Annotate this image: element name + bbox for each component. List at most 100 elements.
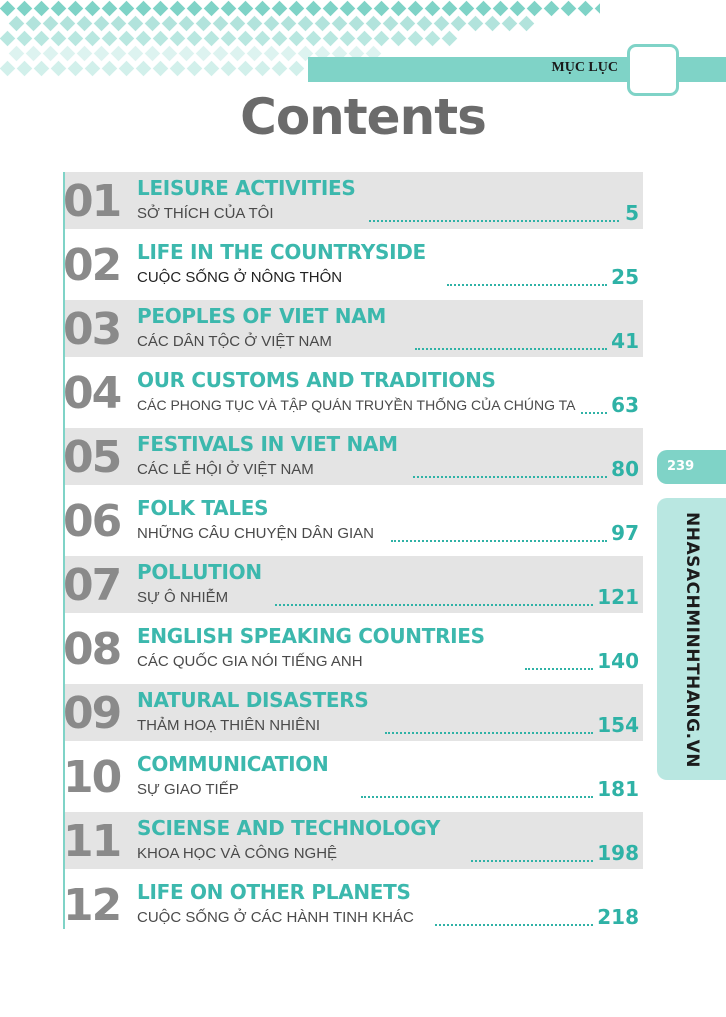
diamond-shape	[322, 30, 339, 47]
diamond-shape	[288, 0, 305, 17]
list-item[interactable]: 09 NATURAL DISASTERS THẢM HOẠ THIÊN NHIÊ…	[63, 684, 643, 741]
diamond-shape	[399, 15, 415, 32]
diamond-shape	[450, 15, 466, 32]
diamond-shape	[229, 15, 245, 32]
list-item[interactable]: 02 LIFE IN THE COUNTRYSIDE CUỘC SỐNG Ở N…	[63, 236, 643, 293]
diamond-shape	[16, 0, 33, 17]
page-number-tab: 239	[657, 450, 726, 484]
website-label: NHASACHMINHTHANG.VN	[682, 512, 702, 768]
dot-leader	[415, 332, 607, 350]
diamond-shape	[212, 45, 228, 62]
unit-number: 07	[63, 560, 122, 611]
diamond-shape	[577, 0, 594, 17]
unit-number: 12	[63, 880, 122, 931]
diamond-shape	[356, 0, 373, 17]
diamond-shape	[407, 0, 424, 17]
diamond-shape	[339, 0, 356, 17]
list-item[interactable]: 06 FOLK TALES NHỮNG CÂU CHUYỆN DÂN GIAN …	[63, 492, 643, 549]
diamond-shape	[59, 15, 75, 32]
diamond-shape	[0, 0, 16, 17]
list-item[interactable]: 12 LIFE ON OTHER PLANETS CUỘC SỐNG Ở CÁC…	[63, 876, 643, 933]
diamond-shape	[67, 60, 84, 77]
unit-title-en: SCIENSE AND TECHNOLOGY	[137, 816, 441, 840]
list-item[interactable]: 11 SCIENSE AND TECHNOLOGY KHOA HỌC VÀ CÔ…	[63, 812, 643, 869]
diamond-shape	[50, 30, 67, 47]
diamond-shape	[271, 0, 288, 17]
diamond-shape	[246, 45, 262, 62]
diamond-shape	[186, 0, 203, 17]
unit-title-vn: CÁC LỄ HỘI Ở VIỆT NAM	[137, 461, 314, 478]
diamond-shape	[501, 15, 517, 32]
unit-title-en: FOLK TALES	[137, 496, 269, 520]
diamond-shape	[305, 0, 322, 17]
diamond-shape	[237, 60, 254, 77]
diamond-shape	[169, 60, 186, 77]
unit-number: 03	[63, 304, 122, 355]
diamond-shape	[475, 0, 492, 17]
diamond-shape	[254, 30, 271, 47]
diamond-shape	[25, 45, 41, 62]
unit-title-vn: SỰ GIAO TIẾP	[137, 781, 239, 798]
diamond-shape	[186, 30, 203, 47]
unit-title-en: LEISURE ACTIVITIES	[137, 176, 356, 200]
diamond-shape	[212, 15, 228, 32]
list-item[interactable]: 10 COMMUNICATION SỰ GIAO TIẾP 181	[63, 748, 643, 805]
diamond-shape	[16, 30, 33, 47]
diamond-shape	[288, 30, 305, 47]
diamond-shape	[76, 45, 92, 62]
dot-leader	[471, 844, 593, 862]
list-item[interactable]: 04 OUR CUSTOMS AND TRADITIONS CÁC PHONG …	[63, 364, 643, 421]
list-item[interactable]: 07 POLLUTION SỰ Ô NHIỄM 121	[63, 556, 643, 613]
page-number: 63	[611, 393, 639, 417]
diamond-shape	[152, 30, 169, 47]
diamond-shape	[33, 60, 50, 77]
diamond-shape	[0, 30, 16, 47]
diamond-shape	[195, 45, 211, 62]
diamond-shape	[331, 15, 347, 32]
diamond-shape	[220, 60, 237, 77]
unit-number: 08	[63, 624, 122, 675]
list-item[interactable]: 03 PEOPLES OF VIET NAM CÁC DÂN TỘC Ở VIỆ…	[63, 300, 643, 357]
page-title: Contents	[240, 88, 487, 146]
diamond-shape	[220, 30, 237, 47]
unit-title-vn: KHOA HỌC VÀ CÔNG NGHỆ	[137, 845, 338, 862]
list-item[interactable]: 05 FESTIVALS IN VIET NAM CÁC LỄ HỘI Ở VI…	[63, 428, 643, 485]
diamond-shape	[280, 15, 296, 32]
list-item[interactable]: 01 LEISURE ACTIVITIES SỞ THÍCH CỦA TÔI 5	[63, 172, 643, 229]
diamond-shape	[203, 60, 220, 77]
diamond-shape	[93, 45, 109, 62]
diamond-shape	[237, 0, 254, 17]
diamond-shape	[169, 30, 186, 47]
diamond-shape	[518, 15, 534, 32]
diamond-shape	[390, 0, 407, 17]
diamond-shape	[407, 30, 424, 47]
unit-title-en: COMMUNICATION	[137, 752, 329, 776]
diamond-shape	[254, 0, 271, 17]
diamond-shape	[127, 45, 143, 62]
diamond-shape	[76, 15, 92, 32]
list-item[interactable]: 08 ENGLISH SPEAKING COUNTRIES CÁC QUỐC G…	[63, 620, 643, 677]
diamond-shape	[59, 45, 75, 62]
unit-title-en: LIFE IN THE COUNTRYSIDE	[137, 240, 426, 264]
unit-title-vn: CÁC PHONG TỤC VÀ TẬP QUÁN TRUYỀN THỐNG C…	[137, 397, 576, 413]
diamond-shape	[254, 60, 271, 77]
dot-leader	[361, 780, 593, 798]
diamond-shape	[467, 15, 483, 32]
diamond-shape	[203, 30, 220, 47]
diamond-shape	[135, 0, 152, 17]
page-number: 140	[597, 649, 639, 673]
diamond-shape	[0, 60, 16, 77]
vertical-divider	[63, 172, 65, 929]
diamond-shape	[67, 30, 84, 47]
diamond-shape	[271, 30, 288, 47]
dot-leader	[413, 460, 607, 478]
diamond-shape	[118, 30, 135, 47]
diamond-shape	[118, 60, 135, 77]
diamond-shape	[33, 30, 50, 47]
unit-number: 06	[63, 496, 122, 547]
diamond-shape	[339, 30, 356, 47]
unit-title-en: FESTIVALS IN VIET NAM	[137, 432, 398, 456]
diamond-shape	[373, 0, 390, 17]
diamond-shape	[424, 30, 441, 47]
diamond-shape	[263, 45, 279, 62]
